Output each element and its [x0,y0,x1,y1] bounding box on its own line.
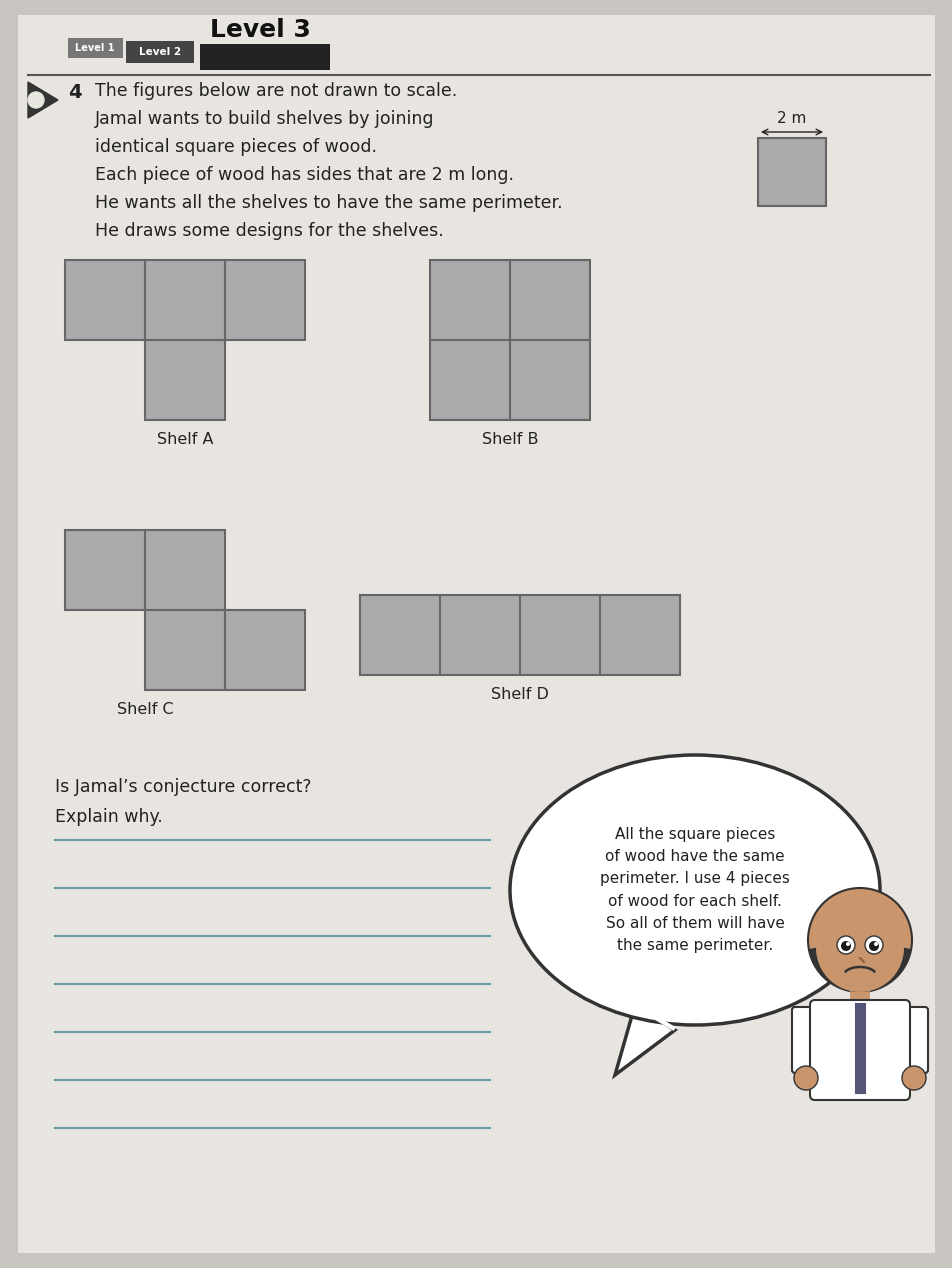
Text: Shelf A: Shelf A [156,432,213,448]
Circle shape [807,888,911,992]
Bar [440,595,520,675]
Text: Level 2: Level 2 [139,47,181,57]
Circle shape [868,941,878,951]
Bar [849,988,869,1008]
Bar [600,595,680,675]
Text: Shelf D: Shelf D [490,687,548,702]
Wedge shape [808,940,910,992]
Text: Shelf C: Shelf C [116,702,173,716]
Text: He wants all the shelves to have the same perimeter.: He wants all the shelves to have the sam… [95,194,562,212]
FancyBboxPatch shape [899,1007,927,1073]
Ellipse shape [509,754,879,1025]
Text: Level 3: Level 3 [209,18,310,42]
Text: Is Jamal’s conjecture correct?: Is Jamal’s conjecture correct? [55,779,311,796]
Polygon shape [614,1006,674,1075]
Circle shape [815,904,903,992]
Bar [65,260,145,340]
Circle shape [864,936,883,954]
Text: Level 1: Level 1 [75,43,114,53]
Circle shape [836,936,854,954]
Bar [360,595,440,675]
Polygon shape [28,82,58,118]
Bar [520,595,600,675]
Text: All the square pieces
of wood have the same
perimeter. I use 4 pieces
of wood fo: All the square pieces of wood have the s… [600,827,789,954]
Bar [429,260,509,340]
Bar [145,340,225,420]
Text: 2 m: 2 m [777,112,805,126]
Bar [65,530,145,610]
Circle shape [873,942,877,946]
Circle shape [28,93,44,108]
Bar [509,260,589,340]
Bar [757,138,825,205]
Text: He draws some designs for the shelves.: He draws some designs for the shelves. [95,222,444,240]
Bar [145,260,225,340]
Bar [200,44,329,70]
Circle shape [840,941,850,951]
Text: Explain why.: Explain why. [55,808,163,825]
Text: Shelf B: Shelf B [482,432,538,448]
Text: Jamal wants to build shelves by joining: Jamal wants to build shelves by joining [95,110,434,128]
FancyBboxPatch shape [791,1007,819,1073]
Circle shape [901,1066,925,1090]
Bar [225,260,305,340]
Bar [145,530,225,610]
Bar [145,610,225,690]
Text: Each piece of wood has sides that are 2 m long.: Each piece of wood has sides that are 2 … [95,166,513,184]
Text: 4: 4 [68,82,82,101]
Circle shape [845,942,849,946]
Bar [126,41,194,63]
Bar [225,610,305,690]
FancyBboxPatch shape [809,1000,909,1101]
Bar [68,38,123,58]
Circle shape [793,1066,817,1090]
Text: identical square pieces of wood.: identical square pieces of wood. [95,138,377,156]
Text: The figures below are not drawn to scale.: The figures below are not drawn to scale… [95,82,457,100]
Bar [429,340,509,420]
Bar [509,340,589,420]
